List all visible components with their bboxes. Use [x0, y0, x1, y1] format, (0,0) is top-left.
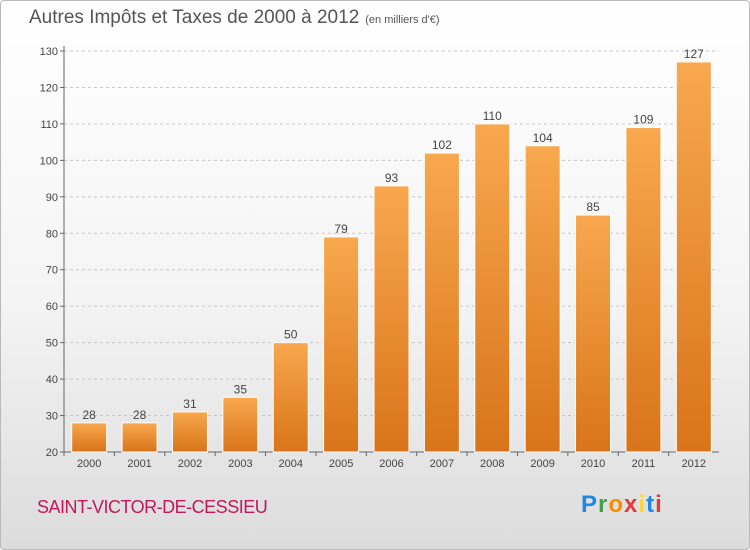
- bar-2008: [474, 123, 511, 453]
- data-label-2004: 50: [284, 328, 298, 342]
- bar-2010: [575, 214, 612, 453]
- data-label-2006: 93: [385, 171, 399, 185]
- data-label-2010: 85: [586, 200, 600, 214]
- x-tick-label: 2006: [379, 458, 403, 470]
- logo-letter: x: [624, 491, 639, 518]
- commune-name: SAINT-VICTOR-DE-CESSIEU: [37, 497, 268, 517]
- logo-letter: i: [655, 491, 663, 518]
- y-tick-label: 50: [46, 338, 58, 350]
- x-tick-label: 2010: [581, 458, 605, 470]
- x-tick-label: 2005: [329, 458, 353, 470]
- data-label-2007: 102: [432, 138, 452, 152]
- chart-title-text: Autres Impôts et Taxes de 2000 à 2012: [29, 7, 360, 28]
- bar-2012: [675, 61, 712, 453]
- data-label-2009: 104: [533, 131, 553, 145]
- logo-letter: r: [598, 491, 609, 518]
- y-tick-label: 110: [40, 119, 58, 131]
- x-tick-label: 2011: [632, 458, 656, 470]
- bar-2002: [171, 411, 208, 453]
- y-tick-label: 80: [46, 228, 58, 240]
- y-tick-label: 40: [46, 374, 58, 386]
- bar-2001: [121, 422, 158, 453]
- y-tick-label: 70: [46, 265, 58, 277]
- x-tick-label: 2009: [530, 458, 554, 470]
- data-label-2005: 79: [334, 222, 348, 236]
- data-label-2012: 127: [684, 47, 704, 61]
- logo-letter: P: [581, 491, 599, 518]
- bar-2011: [625, 127, 662, 453]
- y-tick-label: 20: [46, 447, 58, 459]
- logo-letter: o: [608, 491, 625, 518]
- x-tick-label: 2001: [127, 458, 151, 470]
- y-tick-label: 30: [46, 411, 58, 423]
- data-label-2001: 28: [133, 408, 147, 422]
- chart-title: Autres Impôts et Taxes de 2000 à 2012 (en…: [29, 7, 440, 29]
- bar-2006: [373, 185, 410, 453]
- y-tick-label: 130: [40, 46, 58, 58]
- y-tick-label: 60: [46, 301, 58, 313]
- data-label-2011: 109: [633, 113, 653, 127]
- chart-unit-note: (en milliers d'€): [365, 14, 440, 26]
- proxiti-logo: Proxiti: [581, 491, 663, 519]
- x-tick-label: 2002: [178, 458, 202, 470]
- y-tick-label: 90: [46, 192, 58, 204]
- bar-2009: [524, 145, 561, 453]
- bar-2003: [222, 396, 259, 453]
- x-tick-label: 2000: [77, 458, 101, 470]
- x-tick-label: 2008: [480, 458, 504, 470]
- x-tick-label: 2007: [430, 458, 454, 470]
- data-label-2003: 35: [234, 382, 248, 396]
- bar-2005: [323, 236, 360, 453]
- bars: [71, 61, 712, 453]
- bar-2000: [71, 422, 108, 453]
- bar-2004: [272, 342, 309, 453]
- logo-letter: i: [638, 491, 647, 518]
- x-tick-label: 2012: [682, 458, 706, 470]
- bar-2007: [423, 152, 460, 453]
- data-label-2002: 31: [183, 397, 197, 411]
- data-labels: 28 28 31 35 50 79 93 102 110 104 85 109 127: [83, 47, 705, 422]
- y-tick-label: 120: [40, 82, 58, 94]
- y-tick-label: 100: [40, 155, 58, 167]
- data-label-2008: 110: [483, 109, 502, 123]
- logo-letter: t: [646, 491, 656, 518]
- x-tick-label: 2004: [278, 458, 302, 470]
- x-tick-label: 2003: [228, 458, 252, 470]
- data-label-2000: 28: [83, 408, 97, 422]
